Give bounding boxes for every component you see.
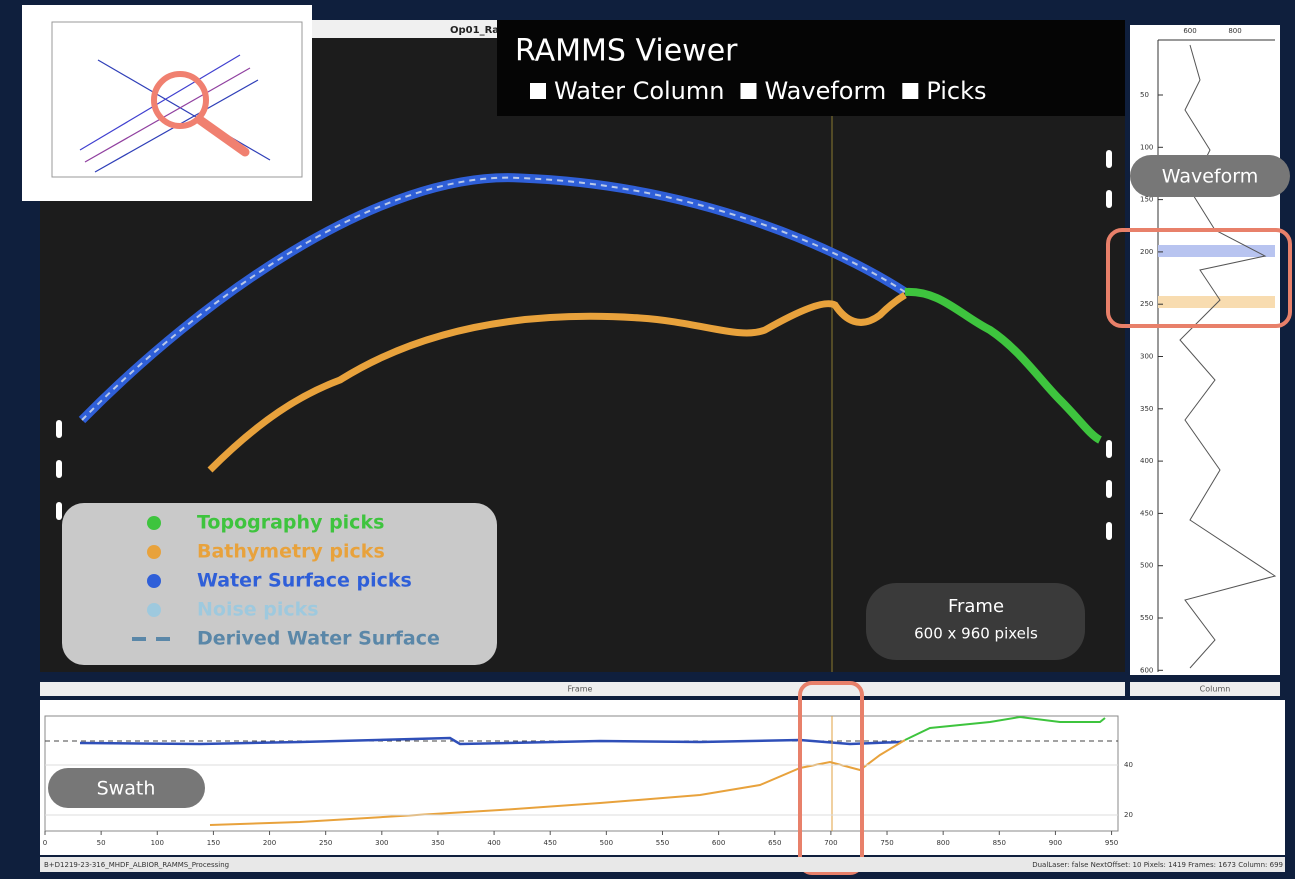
scale-mark xyxy=(56,420,62,438)
x-tick-label: 900 xyxy=(1049,839,1062,847)
x-tick-label: 400 xyxy=(487,839,500,847)
scale-mark xyxy=(56,460,62,478)
status-right: DualLaser: false NextOffset: 10 Pixels: … xyxy=(1032,861,1283,869)
y-tick-label: 200 xyxy=(1140,248,1153,256)
scale-mark xyxy=(1106,522,1112,540)
legend-swatch xyxy=(147,516,161,530)
x-tick-label: 0 xyxy=(43,839,47,847)
status-left: B+D1219-23-316_MHDF_ALBIOR_RAMMS_Process… xyxy=(44,861,229,869)
y-tick-label: 100 xyxy=(1140,143,1153,151)
swath-label: Swath xyxy=(97,778,156,800)
x-tick-label: 850 xyxy=(993,839,1006,847)
x-tick-label: 750 xyxy=(880,839,893,847)
legend-swatch xyxy=(147,545,161,559)
x-tick-label: 700 xyxy=(824,839,837,847)
legend-label: Derived Water Surface xyxy=(197,628,440,650)
option-checkbox xyxy=(902,83,918,99)
legend-swatch xyxy=(147,603,161,617)
x-tick-label: 600 xyxy=(712,839,725,847)
inset-thumbnail xyxy=(22,5,312,201)
y-tick-label: 550 xyxy=(1140,614,1153,622)
y-tick-label: 50 xyxy=(1140,91,1149,99)
scale-mark xyxy=(1106,440,1112,458)
frame-label: Frame xyxy=(948,596,1004,617)
bottom-band xyxy=(1158,296,1275,308)
x-tick-label: 250 xyxy=(319,839,332,847)
x-tick-label: 800 xyxy=(936,839,949,847)
x-tick-label: 600 xyxy=(1183,27,1196,35)
option-label: Waveform xyxy=(764,77,886,105)
x-tick-label: 300 xyxy=(375,839,388,847)
y-tick-label: 450 xyxy=(1140,509,1153,517)
frame-size: 600 x 960 pixels xyxy=(914,625,1038,643)
screen: Op01_Ram RAMMS Viewer Water ColumnWavefo… xyxy=(0,0,1295,879)
x-tick-label: 100 xyxy=(151,839,164,847)
scale-mark xyxy=(1106,480,1112,498)
x-tick-label: 450 xyxy=(544,839,557,847)
x-tick-label: 550 xyxy=(656,839,669,847)
y-tick-label: 300 xyxy=(1140,353,1153,361)
y-tick-label: 250 xyxy=(1140,300,1153,308)
x-tick-label: 500 xyxy=(600,839,613,847)
frame-slider-label: Frame xyxy=(568,685,593,694)
legend-label: Topography picks xyxy=(197,512,384,534)
scale-mark xyxy=(1106,190,1112,208)
title: RAMMS Viewer xyxy=(515,34,738,69)
column-slider-label: Column xyxy=(1200,685,1231,694)
option-checkbox xyxy=(530,83,546,99)
x-tick-label: 650 xyxy=(768,839,781,847)
surface-band xyxy=(1158,245,1275,257)
x-tick-label: 150 xyxy=(207,839,220,847)
x-tick-label: 950 xyxy=(1105,839,1118,847)
y-tick-label: 20 xyxy=(1124,811,1133,819)
legend-label: Noise picks xyxy=(197,599,319,621)
scale-mark xyxy=(56,502,62,520)
y-tick-label: 40 xyxy=(1124,761,1133,769)
frame-info-box xyxy=(866,583,1085,660)
y-tick-label: 400 xyxy=(1140,457,1153,465)
legend-label: Bathymetry picks xyxy=(197,541,385,563)
option-checkbox xyxy=(740,83,756,99)
x-tick-label: 50 xyxy=(97,839,106,847)
option-label: Picks xyxy=(926,77,986,105)
y-tick-label: 500 xyxy=(1140,562,1153,570)
scale-mark xyxy=(1106,150,1112,168)
x-tick-label: 800 xyxy=(1228,27,1241,35)
waveform-label: Waveform xyxy=(1162,166,1258,188)
x-tick-label: 200 xyxy=(263,839,276,847)
x-tick-label: 350 xyxy=(431,839,444,847)
option-label: Water Column xyxy=(554,77,724,105)
y-tick-label: 600 xyxy=(1140,666,1153,674)
legend-swatch xyxy=(147,574,161,588)
waveform-panel xyxy=(1130,25,1280,675)
legend-label: Water Surface picks xyxy=(197,570,412,592)
y-tick-label: 350 xyxy=(1140,405,1153,413)
viewer: Op01_Ram RAMMS Viewer Water ColumnWavefo… xyxy=(0,0,1295,879)
